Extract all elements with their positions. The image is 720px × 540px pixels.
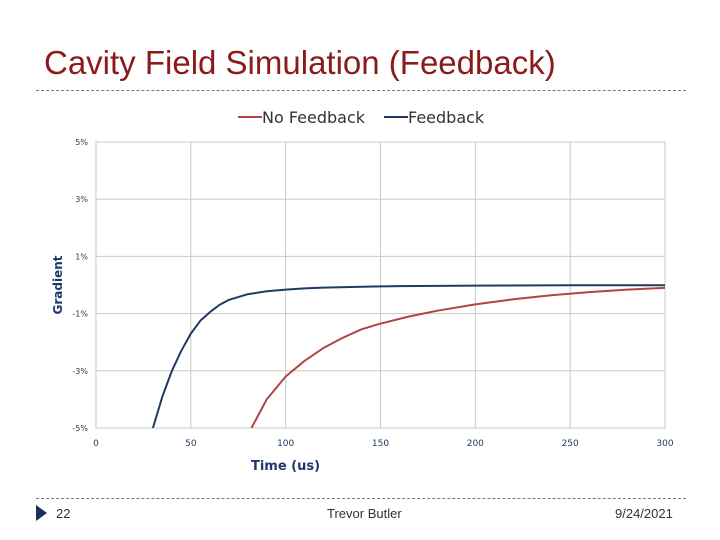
y-tick-label: 3% — [75, 195, 88, 204]
x-tick-label: 0 — [93, 439, 99, 449]
title-divider — [36, 90, 686, 91]
footer-arrow-icon — [36, 505, 47, 521]
x-tick-label: 250 — [562, 439, 579, 449]
series-line-no-feedback — [250, 286, 665, 428]
x-tick-label: 300 — [656, 439, 673, 449]
x-tick-label: 100 — [277, 439, 294, 449]
page-number: 22 — [56, 506, 71, 521]
slide-date: 9/24/2021 — [615, 506, 673, 521]
legend-label: No Feedback — [262, 108, 366, 127]
author-name: Trevor Butler — [327, 506, 402, 521]
legend-label: Feedback — [408, 108, 485, 127]
x-axis-label: Time (us) — [251, 459, 320, 474]
y-axis-label: Gradient — [51, 255, 65, 314]
y-tick-label: 5% — [75, 138, 88, 147]
x-tick-label: 150 — [372, 439, 389, 449]
y-tick-label: -1% — [72, 310, 88, 319]
x-tick-label: 200 — [467, 439, 484, 449]
series-line-feedback — [151, 284, 665, 428]
footer-divider — [36, 498, 686, 499]
y-tick-label: -3% — [72, 367, 88, 376]
y-tick-label: 1% — [75, 252, 88, 261]
y-tick-label: -5% — [72, 424, 88, 433]
slide-title: Cavity Field Simulation (Feedback) — [44, 44, 556, 81]
x-tick-label: 50 — [185, 439, 197, 449]
